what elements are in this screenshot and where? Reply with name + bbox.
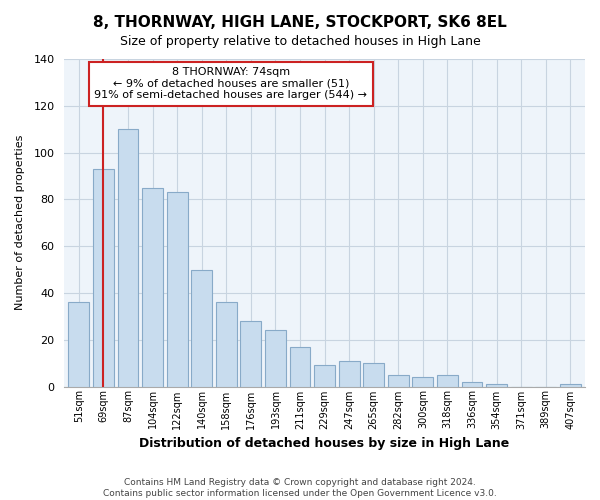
Text: 8 THORNWAY: 74sqm
← 9% of detached houses are smaller (51)
91% of semi-detached : 8 THORNWAY: 74sqm ← 9% of detached house…	[94, 67, 367, 100]
Bar	[167, 192, 188, 386]
Bar	[461, 382, 482, 386]
Bar	[290, 346, 310, 387]
Bar	[339, 361, 359, 386]
Text: 8, THORNWAY, HIGH LANE, STOCKPORT, SK6 8EL: 8, THORNWAY, HIGH LANE, STOCKPORT, SK6 8…	[93, 15, 507, 30]
Text: Contains HM Land Registry data © Crown copyright and database right 2024.
Contai: Contains HM Land Registry data © Crown c…	[103, 478, 497, 498]
Bar	[486, 384, 507, 386]
X-axis label: Distribution of detached houses by size in High Lane: Distribution of detached houses by size …	[139, 437, 510, 450]
Bar	[93, 169, 114, 386]
Bar	[142, 188, 163, 386]
Y-axis label: Number of detached properties: Number of detached properties	[15, 135, 25, 310]
Bar	[388, 375, 409, 386]
Bar	[265, 330, 286, 386]
Bar	[560, 384, 581, 386]
Bar	[216, 302, 237, 386]
Bar	[68, 302, 89, 386]
Bar	[363, 363, 384, 386]
Bar	[241, 321, 262, 386]
Bar	[412, 377, 433, 386]
Bar	[437, 375, 458, 386]
Bar	[118, 129, 139, 386]
Bar	[314, 366, 335, 386]
Bar	[191, 270, 212, 386]
Text: Size of property relative to detached houses in High Lane: Size of property relative to detached ho…	[119, 35, 481, 48]
